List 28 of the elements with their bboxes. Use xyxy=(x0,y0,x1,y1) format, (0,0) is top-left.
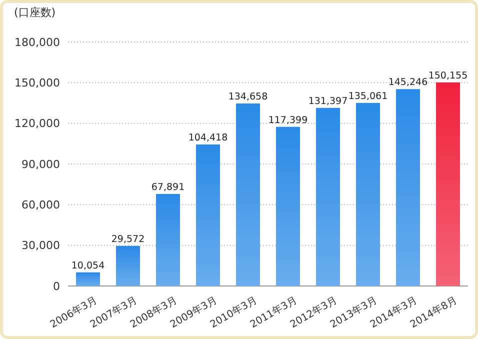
data-label: 145,246 xyxy=(388,77,428,88)
y-axis-title: (口座数) xyxy=(14,6,56,19)
bar xyxy=(236,103,260,286)
data-label: 117,399 xyxy=(268,114,308,126)
y-tick-label: 90,000 xyxy=(22,158,60,171)
bar xyxy=(276,126,300,286)
data-label: 134,658 xyxy=(228,91,268,102)
bar xyxy=(356,102,380,286)
bar xyxy=(76,272,100,286)
bar xyxy=(396,89,420,286)
bar xyxy=(116,246,140,286)
data-label: 150,155 xyxy=(428,70,468,82)
data-label: 104,418 xyxy=(188,132,228,144)
bar xyxy=(436,82,460,286)
bar xyxy=(196,144,220,286)
data-label: 135,061 xyxy=(348,90,388,102)
y-tick-label: 30,000 xyxy=(22,239,60,252)
y-tick-label: 0 xyxy=(53,280,60,293)
data-label: 131,397 xyxy=(308,96,348,107)
data-label: 67,891 xyxy=(151,182,185,193)
y-tick-label: 120,000 xyxy=(14,117,60,130)
y-tick-label: 150,000 xyxy=(14,76,60,90)
data-label: 10,054 xyxy=(71,260,105,272)
bar xyxy=(156,194,180,286)
y-tick-label: 60,000 xyxy=(22,198,60,212)
bar xyxy=(316,108,340,286)
y-tick-label: 180,000 xyxy=(14,36,60,49)
data-label: 29,572 xyxy=(111,234,145,245)
